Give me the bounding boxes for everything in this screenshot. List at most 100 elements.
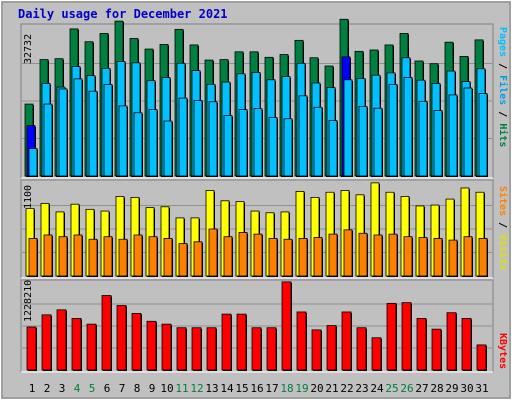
sites-bar-4	[73, 234, 83, 277]
day-label-18: 18	[280, 382, 294, 395]
kbytes-bar-24	[371, 337, 382, 371]
day-label-11: 11	[175, 382, 189, 395]
kbytes-bar-13	[206, 327, 217, 371]
kbytes-bar-6	[101, 295, 112, 371]
day-label-22: 22	[340, 382, 354, 395]
kbytes-bar-8	[131, 312, 142, 371]
day-label-28: 28	[430, 382, 444, 395]
pages-bar-14	[223, 115, 233, 177]
pages-bar-4	[73, 78, 83, 177]
kbytes-bar-2	[41, 314, 52, 371]
kbytes-bar-5	[86, 323, 97, 371]
sites-bar-5	[88, 238, 98, 277]
pages-bar-21	[328, 120, 338, 177]
kbytes-bar-7	[116, 305, 127, 371]
kbytes-bar-23	[356, 327, 367, 371]
day-label-31: 31	[475, 382, 489, 395]
sites-bar-7	[118, 238, 128, 277]
sites-bar-18	[283, 238, 293, 277]
day-label-8: 8	[133, 382, 141, 395]
panels	[20, 18, 494, 373]
sites-bar-6	[103, 236, 113, 277]
day-label-15: 15	[235, 382, 249, 395]
pages-bar-15	[238, 109, 248, 177]
pages-bar-6	[103, 83, 113, 177]
kbytes-bar-31	[476, 344, 487, 371]
sites-bar-13	[208, 228, 218, 277]
pages-bar-24	[373, 107, 383, 177]
day-label-29: 29	[445, 382, 459, 395]
kbytes-bar-21	[326, 325, 337, 371]
day-label-2: 2	[43, 382, 51, 395]
kbytes-bar-4	[71, 318, 82, 371]
pages-bar-23	[358, 105, 368, 177]
sites-bar-31	[478, 237, 488, 277]
kbytes-bar-26	[401, 302, 412, 371]
kbytes-bar-30	[461, 318, 472, 371]
sites-bar-28	[433, 237, 443, 277]
day-label-12: 12	[190, 382, 204, 395]
pages-bar-8	[133, 112, 143, 177]
kbytes-bar-28	[431, 328, 442, 371]
kbytes-bar-1	[26, 326, 37, 371]
sites-bar-22	[343, 229, 353, 277]
sites-bar-27	[418, 237, 428, 277]
day-label-4: 4	[73, 382, 81, 395]
kbytes-bar-3	[56, 309, 67, 371]
kbytes-bar-27	[416, 318, 427, 371]
sites-bar-10	[163, 237, 173, 277]
kbytes-bar-14	[221, 313, 232, 371]
pages-bar-10	[163, 120, 173, 177]
sites-bar-30	[463, 236, 473, 277]
pages-bar-7	[118, 105, 128, 177]
sites-bar-17	[268, 237, 278, 277]
pages-bar-25	[388, 83, 398, 177]
sites-bar-2	[43, 234, 53, 277]
day-label-10: 10	[160, 382, 174, 395]
sites-bar-8	[133, 234, 143, 277]
kbytes-legend: KBytes	[497, 333, 508, 369]
kbytes-bar-20	[311, 329, 322, 371]
pages-bar-13	[208, 101, 218, 177]
kbytes-ymax-label: 1228210	[23, 279, 34, 322]
day-label-26: 26	[400, 382, 414, 395]
pages-bar-30	[463, 87, 473, 177]
pages-bar-31	[478, 93, 488, 177]
page-title: Daily usage for December 2021	[18, 7, 228, 21]
sites-bar-20	[313, 237, 323, 277]
kbytes-bar-16	[251, 327, 262, 371]
pages-bar-29	[448, 94, 458, 177]
kbytes-bar-11	[176, 327, 187, 371]
day-label-1: 1	[28, 382, 36, 395]
legend-kbytes: KBytes	[497, 333, 508, 370]
day-label-16: 16	[250, 382, 264, 395]
sites-bar-1	[28, 237, 38, 277]
day-label-3: 3	[58, 382, 66, 395]
pages-bar-9	[148, 109, 158, 177]
sites-bar-25	[388, 233, 398, 277]
day-label-5: 5	[88, 382, 96, 395]
kbytes-bar-10	[161, 323, 172, 371]
legend-hits: Hits	[497, 123, 508, 148]
sites-bar-9	[148, 236, 158, 277]
hits-legend: Pages / Files / Hits	[497, 27, 508, 148]
sites-bar-26	[403, 236, 413, 277]
pages-bar-2	[43, 103, 53, 177]
sites-bar-19	[298, 237, 308, 277]
kbytes-bar-17	[266, 327, 277, 371]
sites-bar-3	[58, 236, 68, 277]
pages-bar-16	[253, 108, 263, 177]
day-label-17: 17	[265, 382, 279, 395]
kbytes-bar-19	[296, 311, 307, 371]
sites-bar-16	[253, 233, 263, 277]
sites-bar-21	[328, 233, 338, 277]
legend-visits: Visits	[497, 234, 508, 271]
visits-legend: Sites / Visits	[497, 186, 508, 271]
kbytes-bar-25	[386, 302, 397, 371]
kbytes-bar-18	[281, 281, 292, 371]
day-label-6: 6	[103, 382, 111, 395]
sites-bar-11	[178, 243, 188, 277]
